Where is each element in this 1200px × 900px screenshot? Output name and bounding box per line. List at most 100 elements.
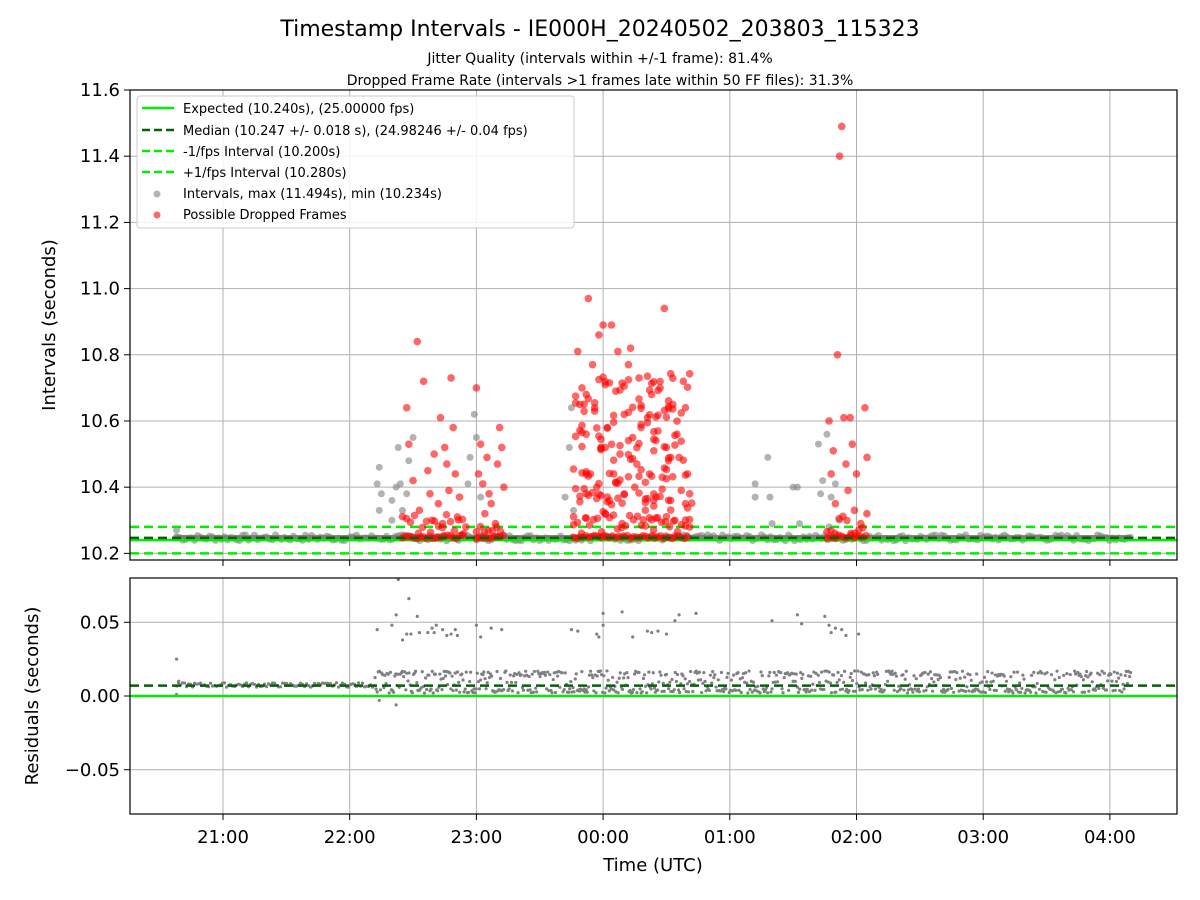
dropped-frame-point	[685, 369, 694, 378]
residual-point	[396, 578, 400, 582]
dropped-frame-point	[685, 523, 694, 531]
residual-point	[804, 690, 808, 694]
dropped-frame-point	[493, 460, 502, 468]
residual-point	[584, 688, 588, 692]
dropped-frame-point	[633, 460, 641, 468]
dropped-frame-point	[685, 515, 694, 524]
residual-point	[822, 687, 826, 692]
bottom-y-tick-label: 0.00	[80, 686, 120, 707]
residual-point	[850, 678, 855, 683]
residual-point	[910, 687, 914, 692]
residual-point	[664, 672, 669, 677]
dropped-frame-point	[856, 519, 865, 528]
residual-point	[750, 690, 754, 694]
dropped-frame-point	[620, 490, 629, 498]
dropped-frame-point	[599, 373, 607, 382]
dropped-frame-point	[641, 495, 650, 503]
bottom-y-ticks: 0.05 0.00 −0.05	[65, 612, 130, 781]
residual-point	[573, 677, 577, 681]
dropped-frame-point	[665, 522, 674, 531]
dropped-frame-point	[478, 480, 487, 488]
residual-point	[905, 691, 910, 695]
residual-point	[1113, 688, 1117, 692]
residual-point	[656, 629, 660, 633]
residual-point	[768, 670, 772, 674]
residual-point	[1093, 688, 1098, 692]
residual-point	[1085, 669, 1089, 674]
residual-point	[726, 671, 730, 675]
residual-point	[1122, 687, 1126, 691]
dropped-frame-point	[611, 387, 620, 395]
interval-point	[764, 453, 772, 461]
residual-point	[1065, 671, 1069, 676]
dropped-frame-point	[677, 486, 686, 495]
residual-point	[604, 686, 608, 690]
residual-point	[387, 691, 391, 695]
residual-point	[516, 691, 520, 695]
residual-point	[954, 677, 958, 682]
residual-point	[811, 682, 815, 686]
dropped-frame-point	[424, 466, 432, 475]
residual-point	[509, 680, 514, 684]
residual-point	[427, 673, 431, 677]
residual-point	[407, 597, 411, 601]
residual-point	[618, 671, 622, 675]
residual-point	[625, 670, 629, 675]
dropped-frame-point	[825, 417, 833, 425]
residual-point	[553, 690, 558, 695]
residual-point	[664, 632, 669, 636]
residual-point	[542, 670, 547, 674]
residual-point	[567, 690, 571, 694]
residual-point	[747, 669, 751, 673]
residual-point	[872, 674, 877, 678]
x-tick-label: 02:00	[831, 827, 883, 848]
residual-point	[772, 670, 776, 675]
residual-point	[1128, 674, 1132, 679]
dropped-frame-point	[643, 372, 652, 380]
residual-point	[674, 679, 679, 684]
residual-point	[991, 679, 995, 683]
residual-point	[1112, 670, 1116, 674]
residual-point	[766, 691, 770, 695]
dropped-frame-point	[635, 395, 643, 403]
residual-point	[404, 688, 408, 692]
residual-point	[798, 687, 802, 691]
residual-point	[855, 681, 859, 686]
residual-point	[602, 674, 606, 678]
residual-point	[988, 687, 992, 692]
dropped-frame-point	[685, 490, 694, 498]
dropped-frame-point	[476, 440, 485, 448]
interval-point	[394, 443, 402, 451]
dropped-frame-point	[652, 493, 660, 501]
dropped-frame-point	[683, 533, 692, 541]
dropped-frame-point	[633, 443, 641, 452]
residual-point	[591, 676, 595, 680]
residual-point	[1012, 670, 1016, 674]
dropped-frame-point	[649, 378, 658, 386]
residual-point	[677, 688, 681, 692]
dropped-frame-point	[609, 470, 618, 478]
residual-point	[462, 690, 466, 694]
dropped-frame-point	[645, 470, 654, 478]
residual-point	[535, 690, 539, 694]
interval-point	[464, 480, 472, 488]
interval-point	[751, 493, 759, 501]
dropped-frame-point	[571, 484, 580, 493]
residual-point	[612, 688, 616, 692]
residual-point	[174, 657, 179, 661]
residual-point	[689, 669, 693, 674]
dropped-frame-point	[683, 470, 692, 478]
residual-point	[781, 691, 785, 695]
residual-point	[823, 614, 827, 618]
residual-point	[198, 681, 203, 685]
residual-point	[782, 675, 786, 680]
top-y-tick-label: 11.4	[80, 146, 120, 167]
dropped-frame-point	[443, 460, 451, 468]
dropped-frame-point	[476, 522, 485, 531]
residual-point	[441, 628, 445, 632]
dropped-frame-point	[641, 506, 650, 515]
dropped-frame-point	[681, 499, 690, 508]
dropped-frame-point	[497, 443, 506, 452]
residual-point	[360, 681, 365, 685]
